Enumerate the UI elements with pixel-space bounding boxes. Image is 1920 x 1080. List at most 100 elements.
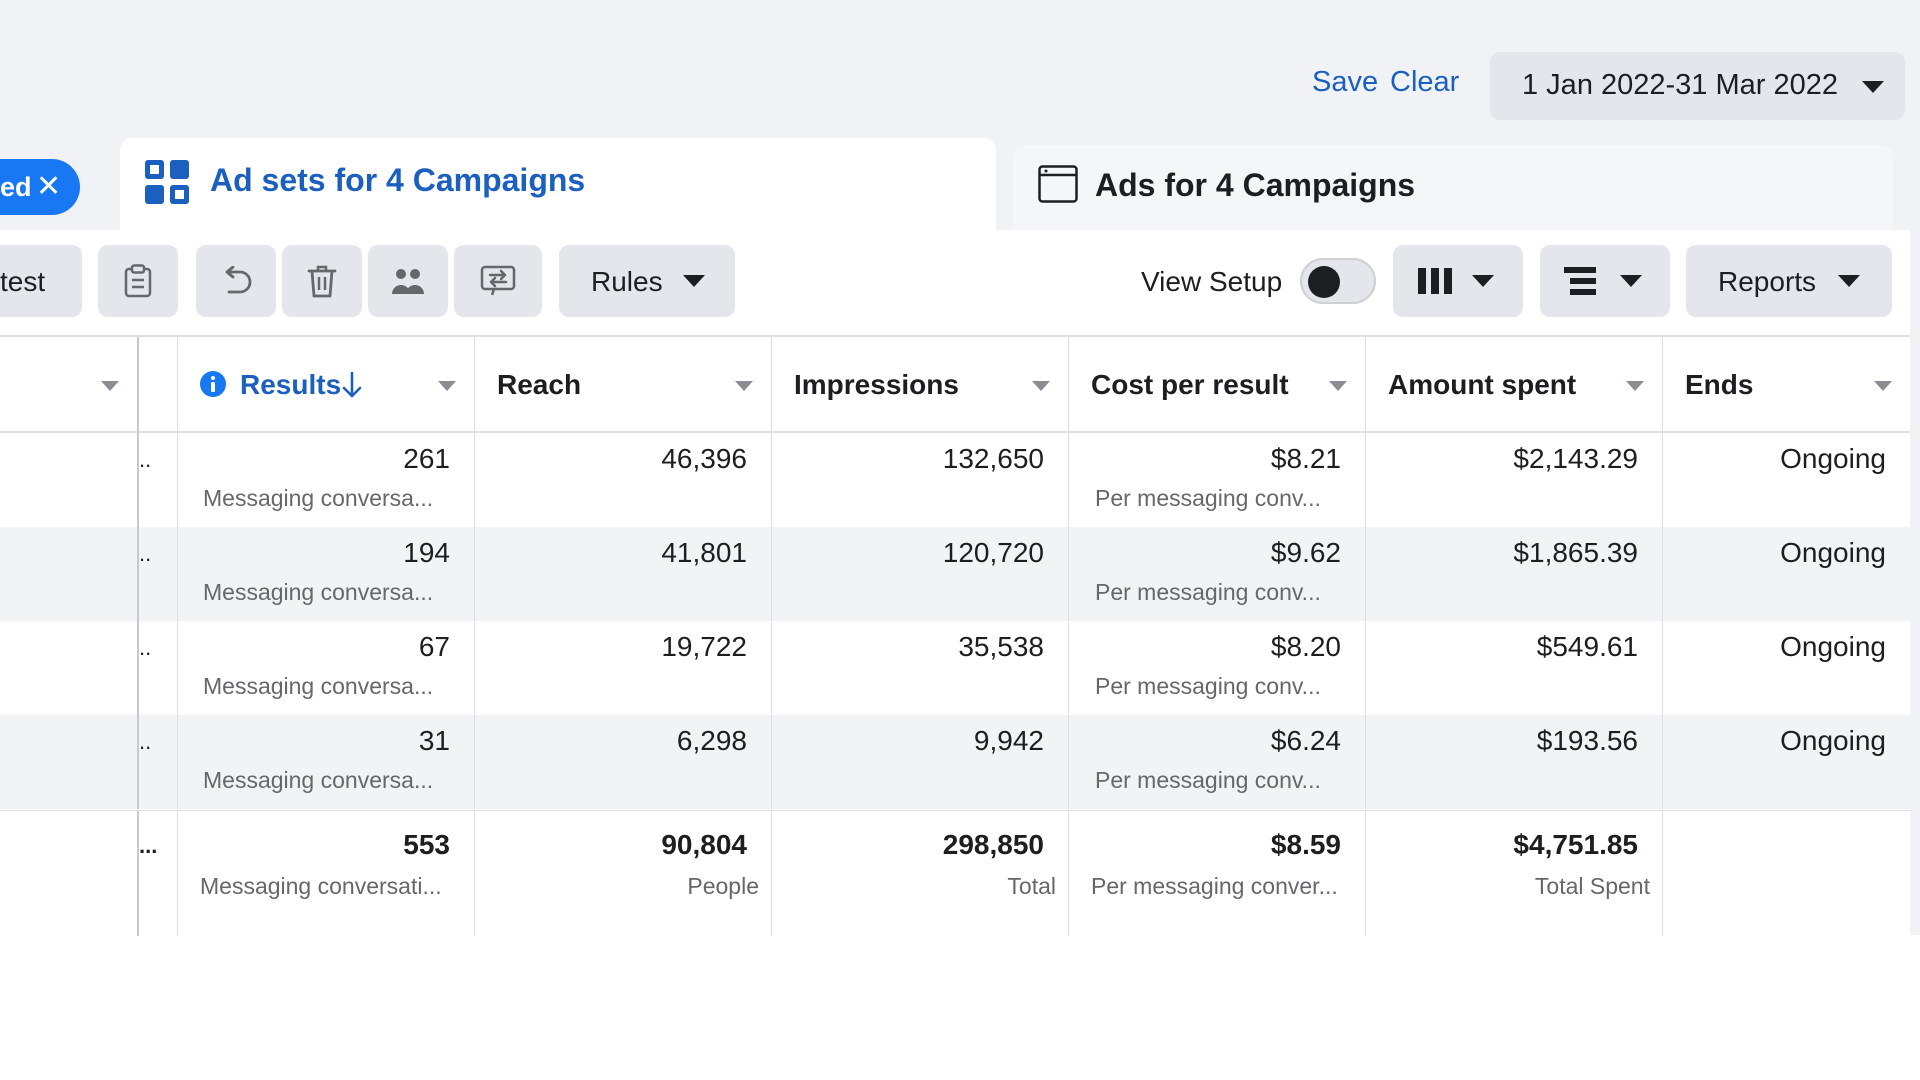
cost-per-result-header-label: Cost per result — [1091, 369, 1289, 400]
ab-test-label: test — [0, 266, 46, 297]
cell-spent: $549.61 — [1365, 621, 1662, 715]
cell-impressions: 120,720 — [771, 527, 1068, 621]
tab-ad-sets[interactable]: Ad sets for 4 Campaigns — [120, 138, 996, 236]
results-subtext: Messaging conversa... — [203, 579, 434, 605]
chevron-down-icon — [1620, 275, 1642, 287]
close-icon[interactable]: ✕ — [36, 170, 62, 203]
impressions-header-label: Impressions — [794, 369, 959, 400]
amount-spent-value: $1,865.39 — [1513, 537, 1638, 568]
cell-ends: Ongoing — [1662, 715, 1910, 809]
view-setup-label: View Setup — [1141, 266, 1283, 297]
table-row[interactable]: .. 67 Messaging conversa... 19,722 35,538 $8.… — [0, 621, 1910, 715]
amount-spent-value: $2,143.29 — [1513, 443, 1638, 474]
column-header-amount-spent[interactable]: Amount spent — [1365, 337, 1662, 433]
column-header-impressions[interactable]: Impressions — [771, 337, 1068, 433]
cell-name — [0, 811, 137, 936]
table-row[interactable]: .. 31 Messaging conversa... 6,298 9,942 $6.24… — [0, 715, 1910, 809]
undo-button[interactable] — [196, 245, 276, 317]
audience-button[interactable] — [368, 245, 448, 317]
scroll-edge — [1910, 230, 1920, 935]
results-value: 67 — [418, 631, 450, 662]
filter-chip[interactable]: ed ✕ — [0, 159, 80, 215]
amount-spent-value: $549.61 — [1536, 631, 1638, 662]
tab-ad-sets-label: Ad sets for 4 Campaigns — [210, 162, 586, 198]
column-header-ends[interactable]: Ends — [1662, 337, 1910, 433]
cell-name — [0, 527, 137, 621]
compare-button[interactable] — [454, 245, 542, 317]
total-cpr-sub: Per messaging conver... — [1091, 873, 1338, 899]
chevron-down-icon[interactable] — [438, 381, 456, 391]
rules-dropdown[interactable]: Rules — [559, 245, 735, 317]
results-value: 31 — [418, 725, 450, 756]
row-dots: .. — [139, 541, 152, 566]
cell-spent: $193.56 — [1365, 715, 1662, 809]
results-subtext: Messaging conversa... — [203, 673, 434, 699]
breakdown-icon — [1564, 267, 1596, 295]
toggle-knob — [1308, 266, 1340, 298]
ends-header-label: Ends — [1685, 369, 1754, 400]
columns-dropdown[interactable] — [1393, 245, 1523, 317]
cell-impressions: 35,538 — [771, 621, 1068, 715]
chevron-down-icon[interactable] — [1874, 381, 1892, 391]
reach-value: 41,801 — [661, 537, 747, 568]
impressions-value: 120,720 — [942, 537, 1044, 568]
cell-ends — [1662, 811, 1910, 936]
total-cpr-value: $8.59 — [1270, 829, 1341, 860]
reports-dropdown[interactable]: Reports — [1686, 245, 1892, 317]
reach-header-label: Reach — [497, 369, 582, 400]
save-link[interactable]: Save — [1312, 66, 1379, 98]
cost-per-result-value: $9.62 — [1270, 537, 1341, 568]
total-reach-value: 90,804 — [661, 829, 747, 860]
delete-button[interactable] — [282, 245, 362, 317]
chevron-down-icon — [1838, 275, 1860, 287]
column-header-reach[interactable]: Reach — [474, 337, 771, 433]
cell-results: 261 Messaging conversa... — [177, 433, 474, 527]
table-row[interactable]: .. 261 Messaging conversa... 46,396 132,650 $… — [0, 433, 1910, 527]
ad-preview-icon — [1038, 165, 1078, 203]
date-range-label: 1 Jan 2022-31 Mar 2022 — [1522, 69, 1838, 101]
cost-per-result-subtext: Per messaging conv... — [1095, 579, 1321, 605]
cell-spacer: .. — [137, 433, 177, 527]
cell-reach: 19,722 — [474, 621, 771, 715]
column-header-name[interactable] — [0, 337, 137, 433]
amount-spent-value: $193.56 — [1536, 725, 1638, 756]
breakdown-dropdown[interactable] — [1540, 245, 1670, 317]
cell-spacer: .. — [137, 621, 177, 715]
cost-per-result-value: $8.20 — [1270, 631, 1341, 662]
chevron-down-icon[interactable] — [735, 381, 753, 391]
cell-ends: Ongoing — [1662, 621, 1910, 715]
tab-ads[interactable]: Ads for 4 Campaigns — [1013, 145, 1893, 231]
ab-test-button[interactable]: test — [0, 245, 82, 317]
total-results-value: 553 — [403, 829, 450, 860]
cell-cpr: $9.62 Per messaging conv... — [1068, 527, 1365, 621]
clear-link[interactable]: Clear — [1390, 66, 1460, 98]
total-spent-sub: Total Spent — [1534, 873, 1650, 899]
total-spent-value: $4,751.85 — [1513, 829, 1638, 860]
cell-reach: 46,396 — [474, 433, 771, 527]
filter-chip-label: ed — [0, 172, 32, 202]
chevron-down-icon[interactable] — [1626, 381, 1644, 391]
chevron-down-icon[interactable] — [101, 381, 119, 391]
table-header: Results Reach Impressions Cost per resul… — [0, 335, 1910, 433]
cell-impressions: 132,650 — [771, 433, 1068, 527]
table-row[interactable]: .. 194 Messaging conversa... 41,801 120,720 $… — [0, 527, 1910, 621]
column-header-cost-per-result[interactable]: Cost per result — [1068, 337, 1365, 433]
cell-reach: 6,298 — [474, 715, 771, 809]
cell-spacer: .. — [137, 715, 177, 809]
column-header-results[interactable]: Results — [177, 337, 474, 433]
duplicate-button[interactable] — [98, 245, 178, 317]
cost-per-result-value: $6.24 — [1270, 725, 1341, 756]
chevron-down-icon[interactable] — [1032, 381, 1050, 391]
impressions-value: 35,538 — [958, 631, 1044, 662]
view-setup-toggle[interactable] — [1300, 258, 1376, 304]
cell-name — [0, 621, 137, 715]
date-range-picker[interactable]: 1 Jan 2022-31 Mar 2022 — [1490, 52, 1905, 120]
reach-value: 46,396 — [661, 443, 747, 474]
chevron-down-icon — [683, 275, 705, 287]
total-dots: ... — [139, 833, 158, 858]
impressions-value: 9,942 — [973, 725, 1044, 756]
cell-results: 67 Messaging conversa... — [177, 621, 474, 715]
total-impressions-sub: Total — [1007, 873, 1056, 899]
chevron-down-icon[interactable] — [1329, 381, 1347, 391]
rules-label: Rules — [591, 266, 663, 297]
